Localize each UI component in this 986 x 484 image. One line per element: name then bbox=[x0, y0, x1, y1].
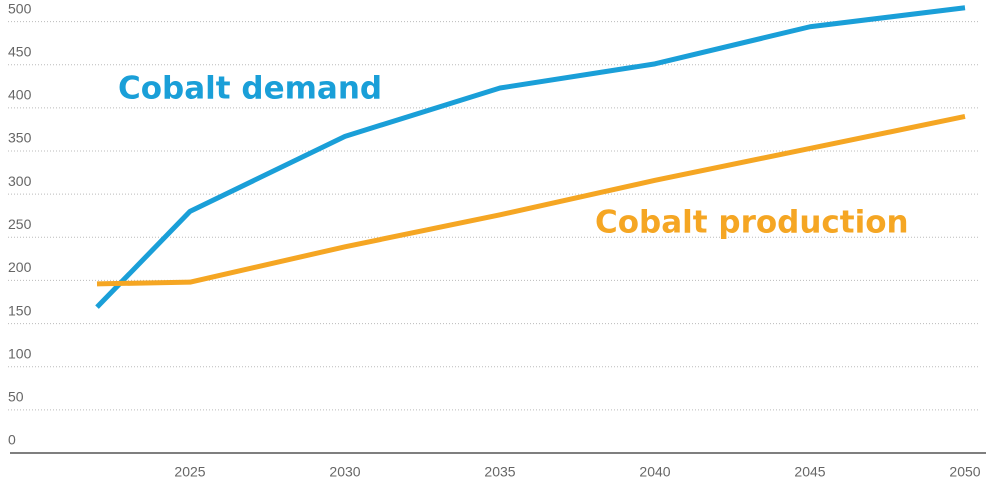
y-tick-label: 500 bbox=[8, 0, 32, 16]
y-tick-label: 300 bbox=[8, 173, 32, 189]
y-tick-label: 450 bbox=[8, 43, 32, 59]
x-tick-label: 2025 bbox=[174, 464, 205, 480]
x-tick-label: 2030 bbox=[329, 464, 360, 480]
series-label: Cobalt demand bbox=[118, 71, 382, 107]
y-tick-label: 50 bbox=[8, 389, 24, 405]
x-tick-label: 2050 bbox=[949, 464, 980, 480]
y-tick-label: 250 bbox=[8, 216, 32, 232]
series-label: Cobalt production bbox=[595, 205, 909, 241]
y-tick-label: 100 bbox=[8, 345, 32, 361]
x-tick-label: 2045 bbox=[794, 464, 825, 480]
series-line bbox=[96, 114, 966, 287]
y-tick-label: 200 bbox=[8, 259, 32, 275]
y-tick-label: 0 bbox=[8, 432, 16, 448]
x-tick-label: 2035 bbox=[484, 464, 515, 480]
y-tick-label: 350 bbox=[8, 130, 32, 146]
y-tick-label: 150 bbox=[8, 302, 32, 318]
series-line bbox=[95, 5, 966, 309]
y-tick-label: 400 bbox=[8, 87, 32, 103]
x-tick-label: 2040 bbox=[639, 464, 670, 480]
